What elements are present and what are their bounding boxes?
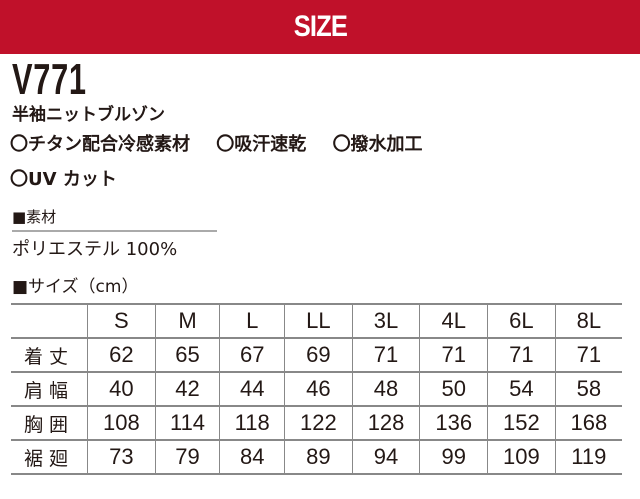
table-cell: 89 xyxy=(284,439,353,475)
table-cell: 99 xyxy=(419,439,488,475)
table-row: 肩幅 40 42 44 46 48 50 54 58 xyxy=(11,371,622,407)
table-cell: 46 xyxy=(284,371,353,407)
size-table-label: ■サイズ（cm） xyxy=(12,277,139,297)
column-header: 4L xyxy=(419,303,488,339)
table-cell: 65 xyxy=(154,337,220,373)
table-cell: 114 xyxy=(154,405,220,441)
feature-list: 〇チタン配合冷感素材 〇吸汗速乾 〇撥水加工 xyxy=(10,130,443,156)
table-row: 裾廻 73 79 84 89 94 99 109 119 xyxy=(11,439,622,475)
column-header: 6L xyxy=(487,303,556,339)
material-label: ■素材 xyxy=(12,208,57,226)
column-header: LL xyxy=(284,303,353,339)
feature-list-2: 〇UV カット xyxy=(10,165,137,191)
column-header: 3L xyxy=(351,303,420,339)
divider xyxy=(12,230,217,232)
table-row: 着丈 62 65 67 69 71 71 71 71 xyxy=(11,337,622,373)
table-cell: 48 xyxy=(351,371,420,407)
row-header: 裾廻 xyxy=(11,439,88,475)
table-cell: 152 xyxy=(487,405,556,441)
table-cell: 71 xyxy=(487,337,556,373)
table-cell: 69 xyxy=(284,337,353,373)
header-title: SIZE xyxy=(293,10,347,43)
column-header: M xyxy=(154,303,220,339)
table-header-row: S M L LL 3L 4L 6L 8L xyxy=(11,303,622,339)
table-cell: 67 xyxy=(219,337,285,373)
table-cell: 58 xyxy=(554,371,622,407)
column-header xyxy=(11,303,88,339)
table-cell: 62 xyxy=(87,337,156,373)
table-cell: 71 xyxy=(419,337,488,373)
model-number: V771 xyxy=(12,55,87,104)
product-name: 半袖ニットブルゾン xyxy=(12,105,165,125)
column-header: S xyxy=(87,303,156,339)
table-cell: 122 xyxy=(284,405,353,441)
table-cell: 94 xyxy=(351,439,420,475)
table-cell: 44 xyxy=(219,371,285,407)
table-cell: 84 xyxy=(219,439,285,475)
row-header: 胸囲 xyxy=(11,405,88,441)
row-header: 着丈 xyxy=(11,337,88,373)
table-cell: 71 xyxy=(351,337,420,373)
table-cell: 136 xyxy=(419,405,488,441)
size-header-band: SIZE xyxy=(0,0,640,54)
table-cell: 109 xyxy=(487,439,556,475)
feature: 〇吸汗速乾 xyxy=(216,134,307,155)
table-cell: 118 xyxy=(219,405,285,441)
table-cell: 128 xyxy=(351,405,420,441)
material-value: ポリエステル 100% xyxy=(12,239,178,260)
table-cell: 73 xyxy=(87,439,156,475)
row-header: 肩幅 xyxy=(11,371,88,407)
table-cell: 40 xyxy=(87,371,156,407)
table-cell: 50 xyxy=(419,371,488,407)
feature: 〇チタン配合冷感素材 xyxy=(10,134,190,155)
table-cell: 168 xyxy=(554,405,622,441)
table-cell: 108 xyxy=(87,405,156,441)
feature: 〇撥水加工 xyxy=(332,134,423,155)
table-cell: 54 xyxy=(487,371,556,407)
column-header: L xyxy=(219,303,285,339)
table-cell: 79 xyxy=(154,439,220,475)
table-cell: 71 xyxy=(554,337,622,373)
table-row: 胸囲 108 114 118 122 128 136 152 168 xyxy=(11,405,622,441)
table-cell: 42 xyxy=(154,371,220,407)
size-table: S M L LL 3L 4L 6L 8L 着丈 62 65 67 69 71 71 71 71 肩幅 40 42 44 4… xyxy=(11,303,622,475)
feature: 〇UV カット xyxy=(10,169,117,190)
table-cell: 119 xyxy=(554,439,622,475)
column-header: 8L xyxy=(554,303,622,339)
